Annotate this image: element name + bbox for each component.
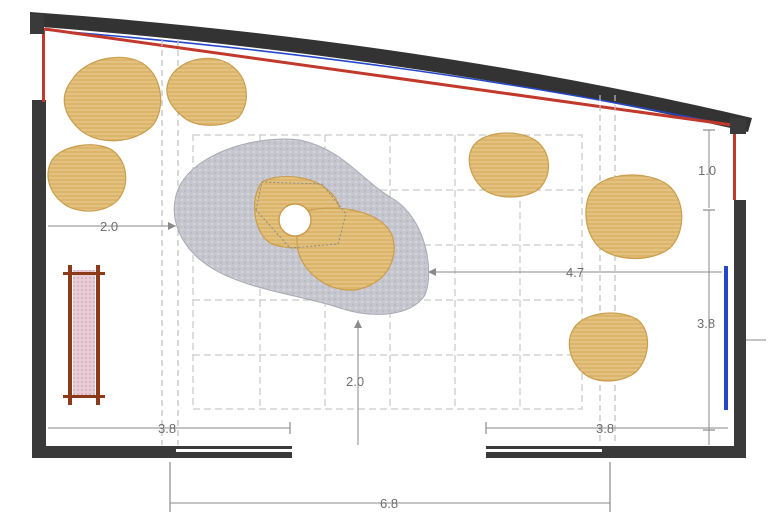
dim-island-front: 2.0 — [346, 374, 364, 389]
dim-opening: 6.8 — [380, 496, 398, 511]
rock-right-bottom — [568, 312, 649, 382]
dim-right-height: 3.8 — [697, 316, 715, 331]
dim-left-offset-arrow — [168, 222, 176, 230]
bottom-wall-right-slot — [486, 449, 602, 452]
central-rock-lower — [296, 207, 395, 291]
dim-left-wall: 3.8 — [158, 421, 176, 436]
right-wall-cap — [730, 118, 746, 134]
left-wall — [32, 100, 46, 458]
right-wall-red — [733, 128, 736, 200]
ladder-icon — [63, 265, 105, 405]
right-wall — [734, 200, 746, 458]
left-wall-top — [30, 14, 44, 34]
dim-left-offset: 2.0 — [100, 219, 118, 234]
left-wall-red — [42, 28, 45, 102]
rock-hole — [278, 203, 312, 237]
rock-top-left-2 — [166, 57, 247, 126]
roof-curve — [30, 12, 752, 132]
dim-island-front-arrow — [354, 320, 362, 328]
bottom-wall-left-slot — [176, 449, 292, 452]
dim-island-width-arrow — [428, 268, 436, 276]
dim-right-wall: 3.8 — [596, 421, 614, 436]
dim-island-width: 4.7 — [566, 265, 584, 280]
rock-outline — [255, 181, 347, 249]
rock-right-top — [468, 132, 549, 198]
roof-red-edge — [44, 27, 733, 127]
roof-blue-line — [44, 29, 733, 127]
rock-left-middle — [47, 144, 127, 212]
window-right — [724, 266, 728, 410]
dim-top-gap: 1.0 — [698, 163, 716, 178]
rock-right-middle — [585, 174, 683, 259]
rock-top-left-1 — [63, 56, 162, 142]
